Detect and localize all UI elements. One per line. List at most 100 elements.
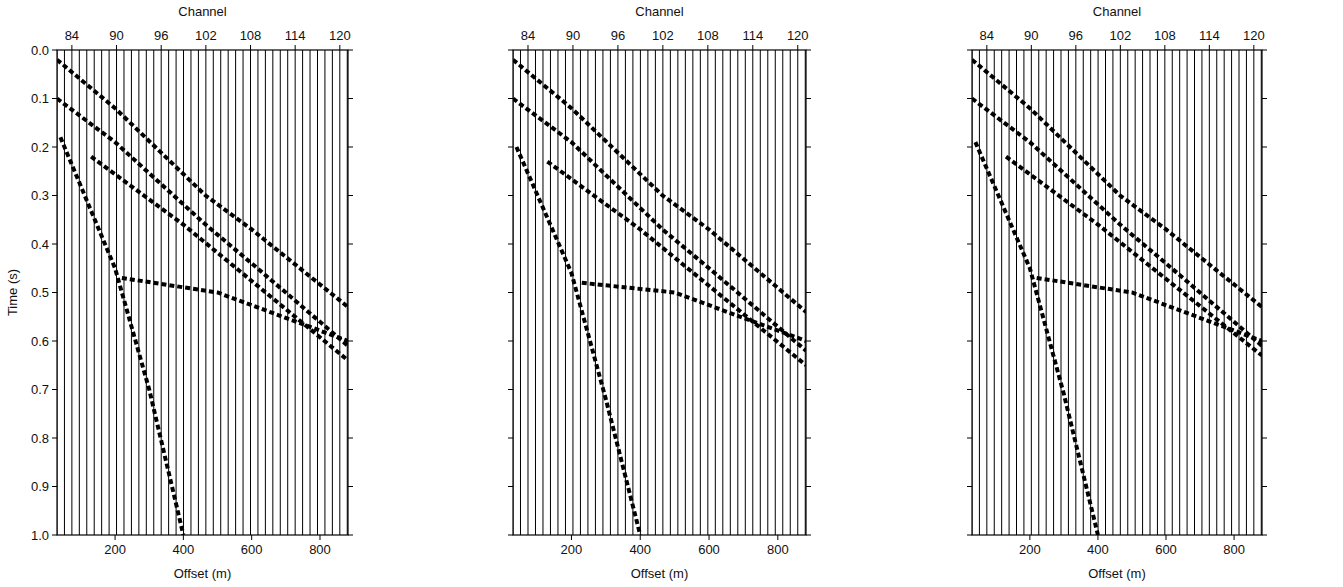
event-line bbox=[972, 60, 1262, 307]
y-axis-title: Time (s) bbox=[5, 269, 20, 316]
y-tick-label: 0.7 bbox=[31, 382, 49, 397]
x2-tick-label: 84 bbox=[521, 28, 535, 43]
x-tick bbox=[1097, 535, 1098, 540]
y-tick-label: 0.4 bbox=[31, 237, 49, 252]
y-tick bbox=[1262, 292, 1267, 293]
x-tick bbox=[183, 535, 184, 540]
event-line bbox=[582, 283, 806, 341]
y-tick-label: 0.2 bbox=[31, 140, 49, 155]
y-tick-label: 0.0 bbox=[31, 43, 49, 58]
y-tick bbox=[508, 535, 513, 536]
trace bbox=[520, 50, 521, 535]
trace bbox=[745, 50, 746, 535]
trace bbox=[1083, 50, 1084, 535]
x2-tick bbox=[116, 45, 117, 50]
x-tick-label: 200 bbox=[561, 542, 583, 557]
y-tick-label: 0.6 bbox=[31, 334, 49, 349]
y-tick bbox=[508, 389, 513, 390]
trace bbox=[610, 50, 611, 535]
trace bbox=[730, 50, 731, 535]
y-tick bbox=[508, 195, 513, 196]
x-tick bbox=[709, 535, 710, 540]
trace bbox=[109, 50, 110, 535]
plot-area bbox=[513, 50, 806, 535]
trace bbox=[295, 50, 296, 535]
x2-tick bbox=[572, 45, 573, 50]
panel: 200400600800849096102108114120Offset (m)… bbox=[967, 4, 1267, 581]
trace bbox=[700, 50, 701, 535]
x2-tick bbox=[617, 45, 618, 50]
x-tick-label: 200 bbox=[104, 542, 126, 557]
trace bbox=[994, 50, 995, 535]
trace bbox=[1105, 50, 1106, 535]
y-tick bbox=[967, 486, 972, 487]
x-tick bbox=[1166, 535, 1167, 540]
trace bbox=[86, 50, 87, 535]
x-tick-label: 600 bbox=[241, 542, 263, 557]
y-tick bbox=[52, 389, 57, 390]
trace bbox=[101, 50, 102, 535]
x2-tick bbox=[797, 45, 798, 50]
y-tick bbox=[967, 438, 972, 439]
x2-tick-label: 96 bbox=[154, 28, 168, 43]
frame bbox=[57, 50, 348, 535]
y-tick bbox=[1262, 147, 1267, 148]
y-tick bbox=[52, 50, 57, 51]
trace bbox=[647, 50, 648, 535]
trace bbox=[280, 50, 281, 535]
y-tick bbox=[1262, 438, 1267, 439]
trace bbox=[760, 50, 761, 535]
y-tick bbox=[1262, 486, 1267, 487]
trace bbox=[138, 50, 139, 535]
trace bbox=[287, 50, 288, 535]
trace bbox=[1164, 50, 1165, 535]
trace bbox=[685, 50, 686, 535]
x2-tick-label: 84 bbox=[65, 28, 79, 43]
x-tick-label: 800 bbox=[1223, 542, 1245, 557]
y-tick-label: 0.1 bbox=[31, 91, 49, 106]
x2-tick bbox=[161, 45, 162, 50]
frame bbox=[513, 50, 806, 535]
trace bbox=[257, 50, 258, 535]
event-line bbox=[57, 99, 348, 346]
trace bbox=[94, 50, 95, 535]
y-tick bbox=[52, 292, 57, 293]
trace bbox=[1075, 50, 1076, 535]
trace bbox=[790, 50, 791, 535]
trace bbox=[986, 50, 987, 535]
trace bbox=[1001, 50, 1002, 535]
trace bbox=[1112, 50, 1113, 535]
trace bbox=[190, 50, 191, 535]
trace bbox=[1239, 50, 1240, 535]
trace bbox=[752, 50, 753, 535]
x2-tick-label: 120 bbox=[1243, 28, 1265, 43]
y-tick bbox=[806, 195, 811, 196]
y-tick bbox=[348, 341, 353, 342]
trace bbox=[572, 50, 573, 535]
trace bbox=[64, 50, 65, 535]
event-line bbox=[975, 142, 1098, 535]
x-tick bbox=[777, 535, 778, 540]
y-tick bbox=[967, 244, 972, 245]
y-tick bbox=[508, 50, 513, 51]
x2-tick bbox=[752, 45, 753, 50]
trace bbox=[1098, 50, 1099, 535]
x-axis-title: Offset (m) bbox=[631, 566, 689, 581]
x2-tick bbox=[1253, 45, 1254, 50]
x2-tick bbox=[250, 45, 251, 50]
y-tick-label: 0.3 bbox=[31, 188, 49, 203]
y-tick-label: 1.0 bbox=[31, 528, 49, 543]
y-tick bbox=[52, 486, 57, 487]
trace bbox=[1216, 50, 1217, 535]
x2-tick-label: 114 bbox=[285, 28, 306, 43]
x2-tick bbox=[295, 45, 296, 50]
y-tick bbox=[967, 147, 972, 148]
trace bbox=[1142, 50, 1143, 535]
x2-tick-label: 120 bbox=[329, 28, 351, 43]
y-tick-label: 0.5 bbox=[31, 285, 49, 300]
trace bbox=[250, 50, 251, 535]
trace bbox=[243, 50, 244, 535]
trace bbox=[161, 50, 162, 535]
trace bbox=[1187, 50, 1188, 535]
x2-tick bbox=[986, 45, 987, 50]
